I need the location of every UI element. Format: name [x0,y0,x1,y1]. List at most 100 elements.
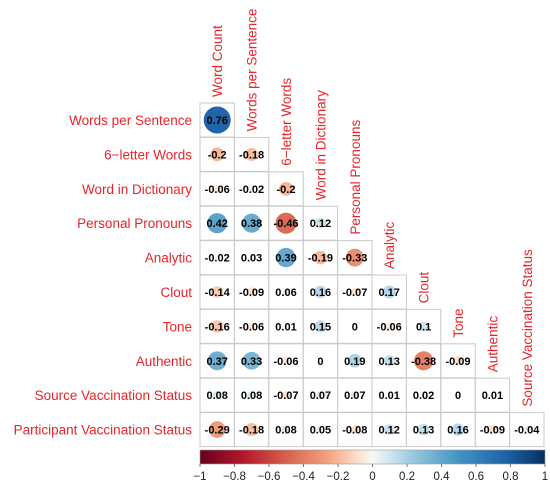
correlation-value: 0.01 [378,390,399,402]
correlation-circle [387,393,391,397]
correlation-value: -0.06 [205,184,230,196]
grid-cell [509,412,545,448]
correlation-circle [211,320,224,333]
correlation-circle [414,351,434,371]
correlation-value: -0.07 [342,287,367,299]
correlation-circle [316,391,325,400]
correlation-value: 0.03 [241,253,262,265]
correlation-value: -0.06 [273,356,298,368]
correlation-circle [279,181,293,196]
correlation-value: -0.08 [342,425,367,437]
correlation-value: -0.18 [239,425,264,437]
correlation-circle [382,285,396,299]
correlation-value: -0.16 [205,321,230,333]
row-label: Analytic [145,251,193,266]
correlation-circle [242,351,261,370]
colorbar-gradient [199,449,546,465]
correlation-circle [418,321,429,332]
row-label: Authentic [136,354,193,369]
column-label: Word in Dictionary [313,90,328,200]
correlation-value: -0.09 [480,425,505,437]
correlation-circle [246,287,257,297]
correlation-value: 0.17 [378,287,399,299]
colorbar: −1 −0.8 −0.6 −0.4 −0.2 0 0.2 0.4 0.6 0.8 1 [193,449,548,483]
correlation-circle [451,423,465,436]
correlation-value: 0.15 [310,321,331,333]
correlation-circle [207,213,228,234]
correlation-value: 0.07 [310,390,331,402]
colorbar-tick-label: −0.2 [327,471,350,483]
colorbar-tick-label: 1 [542,471,548,483]
correlation-circle [421,393,426,398]
correlation-value: 0.08 [206,390,227,402]
correlation-circle [487,424,498,435]
column-label: Source Vaccination Status [520,249,535,407]
correlation-value: 0.16 [310,287,331,299]
correlation-value: 0.13 [413,425,434,437]
correlation-circle [345,248,364,267]
colorbar-tick-label: 0.4 [434,471,451,483]
correlation-circle [314,285,327,299]
correlation-circle [242,213,262,233]
correlation-circle [523,426,530,433]
correlation-circle [284,324,288,328]
correlation-value: 0 [352,321,358,333]
colorbar-tick-label: 0.8 [503,471,519,483]
correlation-circle [385,322,393,331]
correlation-value: 0.19 [344,356,365,368]
correlation-value: 0.02 [413,390,434,402]
correlation-value: -0.18 [239,149,264,161]
correlation-circle [203,106,231,134]
correlation-circle [453,356,463,366]
correlation-circle [247,322,256,331]
correlation-circle [249,186,254,191]
correlation-circle [281,391,291,400]
correlation-circle [314,320,327,333]
correlation-value: 0.37 [206,356,227,368]
correlation-circle [245,423,259,437]
correlation-circle [348,354,362,368]
correlation-value: 0.01 [275,321,296,333]
column-label: Personal Pronouns [348,120,363,235]
correlation-circle [276,247,296,268]
correlation-value: 0.33 [241,356,262,368]
column-label: Words per Sentence [245,9,260,132]
column-labels: Word Count Words per Sentence 6−letter Wor… [210,9,535,407]
correlation-circle [490,393,494,397]
correlation-circle [281,425,291,434]
correlation-circle [316,426,324,434]
correlation-circle [245,147,259,161]
correlation-value: -0.14 [205,287,231,299]
correlation-value: -0.02 [205,253,230,265]
correlation-value: 0 [455,390,461,402]
correlation-value: 0.12 [378,425,399,437]
correlation-value: -0.29 [205,425,230,437]
row-label: Word in Dictionary [82,182,192,197]
colorbar-tick-label: −1 [193,471,206,483]
column-label: Clout [417,272,432,304]
correlation-circle [213,185,221,193]
correlation-value: 0.16 [447,425,468,437]
correlation-value: 0.38 [241,218,262,230]
colorbar-tick-label: −0.6 [258,471,281,483]
correlation-value: -0.2 [208,149,227,161]
correlation-circle [207,351,227,371]
correlation-value: 0.42 [206,218,227,230]
correlation-circle [418,424,430,436]
correlation-circle [211,286,223,298]
correlation-value: 0.08 [275,425,296,437]
row-label: 6−letter Words [104,147,192,162]
correlation-circle [248,254,255,261]
correlation-circle [247,390,256,400]
row-label: Source Vaccination Status [35,388,193,403]
correlation-value: 0.06 [275,287,296,299]
correlation-value: 0.1 [416,321,431,333]
correlation-circle [208,421,226,438]
correlation-value: -0.02 [239,184,264,196]
row-label: Clout [160,285,192,300]
column-label: Word Count [210,25,225,97]
correlation-circle [383,424,395,435]
correlation-circle [350,391,359,400]
correlation-value: -0.19 [308,253,333,265]
